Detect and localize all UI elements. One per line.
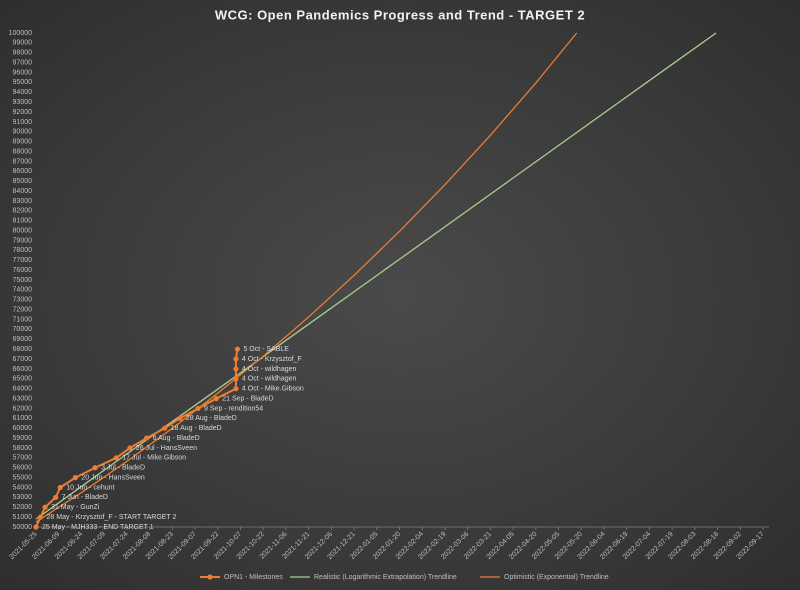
y-tick-label: 85000 <box>13 178 33 185</box>
y-tick-label: 68000 <box>13 346 33 353</box>
data-label: 4 Oct - Krzysztof_F <box>242 356 302 363</box>
y-tick-label: 77000 <box>13 257 33 264</box>
y-tick-label: 71000 <box>13 316 33 323</box>
milestone-marker <box>57 484 63 491</box>
milestone-marker <box>177 415 183 421</box>
y-tick-label: 94000 <box>13 89 33 96</box>
milestone-marker <box>127 445 133 451</box>
milestone-marker <box>53 494 59 500</box>
y-tick-label: 59000 <box>13 435 33 442</box>
y-tick-label: 100000 <box>9 30 32 37</box>
y-tick-label: 95000 <box>13 79 33 86</box>
y-tick-label: 51000 <box>13 514 33 521</box>
data-label: 28 May - Krzysztof_F - START TARGET 2 <box>47 514 177 521</box>
milestone-marker <box>33 524 39 530</box>
data-label: 10 Jun - cehunt <box>66 484 114 491</box>
milestone-marker <box>233 376 239 382</box>
y-tick-label: 82000 <box>13 208 33 215</box>
y-tick-label: 61000 <box>13 415 33 422</box>
y-tick-label: 58000 <box>13 445 33 452</box>
milestone-marker <box>92 465 98 471</box>
legend-label: OPN1 - Milestones <box>224 574 283 581</box>
data-label: 31 May - GunZi <box>51 504 100 511</box>
series-line <box>35 32 578 523</box>
y-tick-label: 70000 <box>13 326 33 333</box>
y-tick-label: 99000 <box>13 40 33 47</box>
y-tick-label: 80000 <box>13 227 33 234</box>
milestone-marker <box>37 514 44 520</box>
data-label: 6 Aug - BladeD <box>153 435 200 442</box>
y-tick-label: 60000 <box>13 425 33 432</box>
milestone-marker <box>42 504 48 510</box>
y-tick-label: 63000 <box>13 395 33 402</box>
y-tick-label: 89000 <box>13 139 33 146</box>
milestone-marker <box>233 386 239 392</box>
data-label: 9 Sep - rendition54 <box>204 405 263 412</box>
y-tick-label: 65000 <box>13 376 33 383</box>
y-tick-label: 52000 <box>13 504 33 511</box>
data-label: 5 Oct - SABLE <box>243 346 289 353</box>
milestone-marker <box>195 405 201 412</box>
y-tick-label: 67000 <box>13 356 33 363</box>
y-tick-label: 91000 <box>13 119 33 126</box>
y-tick-label: 54000 <box>13 484 33 491</box>
legend-marker <box>207 574 213 580</box>
chart-title: WCG: Open Pandemics Progress and Trend -… <box>215 7 585 22</box>
y-tick-label: 57000 <box>13 455 33 462</box>
milestone-marker <box>233 356 239 362</box>
data-label: 7 Jun - BladeD <box>62 494 108 501</box>
y-tick-label: 84000 <box>13 188 33 195</box>
data-label: 20 Jun - HansSveen <box>81 474 145 481</box>
y-tick-label: 75000 <box>13 277 33 284</box>
y-tick-label: 86000 <box>13 168 33 175</box>
data-label: 26 Jul - HansSveen <box>136 445 197 452</box>
y-tick-label: 55000 <box>13 474 33 481</box>
data-label: 25 May - MJH333 - END TARGET 1 <box>42 524 154 531</box>
y-tick-label: 62000 <box>13 405 33 412</box>
y-tick-label: 53000 <box>13 494 33 501</box>
y-tick-label: 83000 <box>13 198 33 205</box>
data-label: 4 Oct - wildhagen <box>242 366 297 373</box>
data-label: 4 Oct - wildhagen <box>242 376 297 383</box>
milestone-marker <box>162 425 168 431</box>
y-tick-label: 81000 <box>13 218 33 225</box>
milestone-marker <box>143 435 150 441</box>
data-label: 3 Jul - BladeD <box>101 465 145 472</box>
y-tick-label: 64000 <box>13 386 33 393</box>
y-tick-label: 56000 <box>13 465 33 472</box>
milestone-marker <box>72 475 78 481</box>
y-tick-label: 97000 <box>13 59 33 66</box>
data-label: 4 Oct - Mike.Gibson <box>242 386 304 393</box>
data-label: 21 Sep - BladeD <box>222 395 273 402</box>
y-tick-label: 78000 <box>13 247 33 254</box>
data-label: 18 Aug - BladeD <box>171 425 222 432</box>
data-label: 28 Aug - BladeD <box>186 415 237 422</box>
y-tick-label: 92000 <box>13 109 33 116</box>
milestone-marker <box>213 395 219 402</box>
y-tick-label: 98000 <box>13 50 33 57</box>
y-tick-label: 88000 <box>13 148 33 155</box>
legend-label: Optimistic (Exponential) Trendline <box>504 574 609 581</box>
y-tick-label: 90000 <box>13 129 33 136</box>
milestone-marker <box>113 455 119 461</box>
y-tick-label: 74000 <box>13 287 33 294</box>
y-tick-label: 87000 <box>13 158 33 165</box>
y-tick-label: 96000 <box>13 69 33 76</box>
y-tick-label: 93000 <box>13 99 33 106</box>
milestone-marker <box>233 366 239 372</box>
y-tick-label: 76000 <box>13 267 33 274</box>
y-tick-label: 79000 <box>13 237 33 244</box>
y-tick-label: 50000 <box>13 524 33 531</box>
milestone-marker <box>234 346 241 352</box>
y-tick-label: 69000 <box>13 336 33 343</box>
y-tick-label: 73000 <box>13 297 33 304</box>
legend-label: Realistic (Logarithmic Extrapolation) Tr… <box>314 574 457 581</box>
y-tick-label: 66000 <box>13 366 33 373</box>
y-tick-label: 72000 <box>13 306 33 313</box>
data-label: 17 Jul - Mike.Gibson <box>122 455 186 462</box>
